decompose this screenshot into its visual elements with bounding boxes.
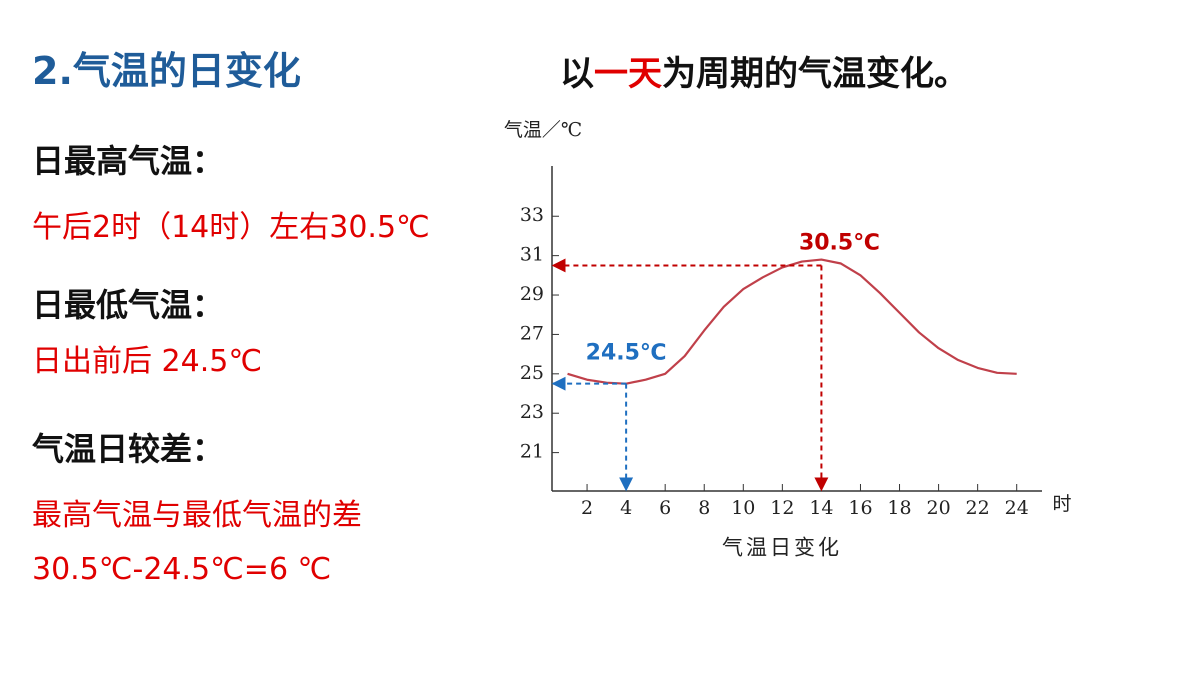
x-tick-label: 24: [1005, 497, 1029, 519]
section-label: 日最低气温：: [32, 286, 225, 324]
subtitle: 以一天为周期的气温变化。: [560, 46, 968, 95]
annotation-label: 24.5℃: [586, 341, 667, 366]
x-tick-label: 6: [659, 497, 671, 519]
x-tick-label: 16: [848, 497, 872, 519]
subtitle-highlight: 一天: [594, 54, 662, 94]
x-tick-label: 20: [926, 497, 950, 519]
y-tick-label: 23: [520, 401, 544, 423]
subtitle-part: 以: [560, 54, 594, 94]
chart-title: 气温日变化: [722, 536, 842, 560]
subtitle-part: 为周期的气温变化。: [662, 54, 968, 94]
section-label: 日最高气温：: [32, 142, 225, 180]
section-text: 最高气温与最低气温的差: [32, 498, 362, 533]
x-tick-label: 22: [966, 497, 990, 519]
x-tick-label: 4: [620, 497, 632, 519]
annotation-label: 30.5℃: [799, 230, 880, 255]
y-tick-label: 29: [520, 283, 544, 305]
section-text: 午后2时（14时）左右30.5℃: [32, 210, 430, 245]
section-label: 气温日较差：: [32, 430, 225, 468]
x-tick-label: 2: [581, 497, 593, 519]
x-tick-label: 18: [887, 497, 911, 519]
y-tick-label: 27: [520, 322, 544, 344]
y-tick-label: 21: [520, 441, 544, 463]
x-tick-label: 12: [770, 497, 794, 519]
x-axis-label: 时: [1052, 493, 1071, 515]
y-tick-label: 31: [520, 244, 544, 266]
x-tick-label: 10: [731, 497, 755, 519]
y-axis-label: 气温／℃: [504, 119, 582, 141]
y-tick-label: 25: [520, 362, 544, 384]
section-text: 日出前后 24.5℃: [32, 344, 263, 379]
section-text: 30.5℃-24.5℃=6 ℃: [32, 552, 332, 587]
x-tick-label: 14: [809, 497, 833, 519]
slide-title: 2.气温的日变化: [32, 49, 301, 93]
y-tick-label: 33: [520, 204, 544, 226]
x-tick-label: 8: [698, 497, 710, 519]
